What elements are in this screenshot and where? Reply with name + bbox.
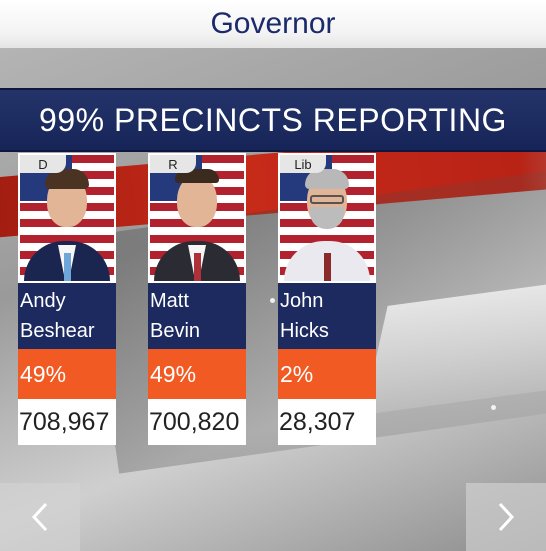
- last-name: Beshear: [20, 320, 95, 342]
- first-name: Andy: [20, 290, 66, 312]
- tie: [64, 253, 71, 281]
- tie: [194, 253, 201, 281]
- beard: [310, 207, 344, 229]
- candidate-name: Matt Bevin: [148, 283, 246, 349]
- candidate-photo: R: [148, 153, 246, 283]
- race-title: Governor: [210, 7, 336, 40]
- candidate-card-beshear[interactable]: D Andy Beshear 49% 708,967: [18, 153, 116, 445]
- sparkle-icon: [270, 298, 275, 303]
- party-label: Lib: [280, 155, 326, 173]
- candidate-name: Andy Beshear: [18, 283, 116, 349]
- candidate-photo: Lib: [278, 153, 376, 283]
- first-name: John: [280, 290, 324, 312]
- glasses: [310, 195, 344, 204]
- vote-percent: 2%: [278, 349, 376, 399]
- vote-count: 700,820: [148, 399, 246, 445]
- vote-count: 708,967: [18, 399, 116, 445]
- last-name: Hicks: [280, 320, 329, 342]
- tie: [324, 253, 331, 281]
- party-label: R: [150, 155, 196, 173]
- last-name: Bevin: [150, 320, 201, 342]
- candidate-card-bevin[interactable]: R Matt Bevin 49% 700,820: [148, 153, 246, 445]
- candidate-card-hicks[interactable]: Lib John Hicks 2% 28,307: [278, 153, 376, 445]
- next-button[interactable]: [466, 483, 546, 551]
- chevron-right-icon: [498, 502, 515, 532]
- chevron-left-icon: [31, 502, 48, 532]
- hair: [305, 169, 349, 189]
- candidate-photo: D: [18, 153, 116, 283]
- race-title-bar: Governor: [0, 0, 546, 48]
- first-name: Matt: [150, 290, 189, 312]
- party-label: D: [20, 155, 66, 173]
- vote-count: 28,307: [278, 399, 376, 445]
- precincts-banner: 99% PRECINCTS REPORTING: [0, 88, 546, 152]
- vote-percent: 49%: [18, 349, 116, 399]
- previous-button[interactable]: [0, 483, 80, 551]
- candidate-name: John Hicks: [278, 283, 376, 349]
- sparkle-icon: [491, 405, 496, 410]
- face: [177, 175, 217, 227]
- hair: [45, 169, 89, 189]
- precincts-reporting-text: 99% PRECINCTS REPORTING: [39, 101, 507, 138]
- vote-percent: 49%: [148, 349, 246, 399]
